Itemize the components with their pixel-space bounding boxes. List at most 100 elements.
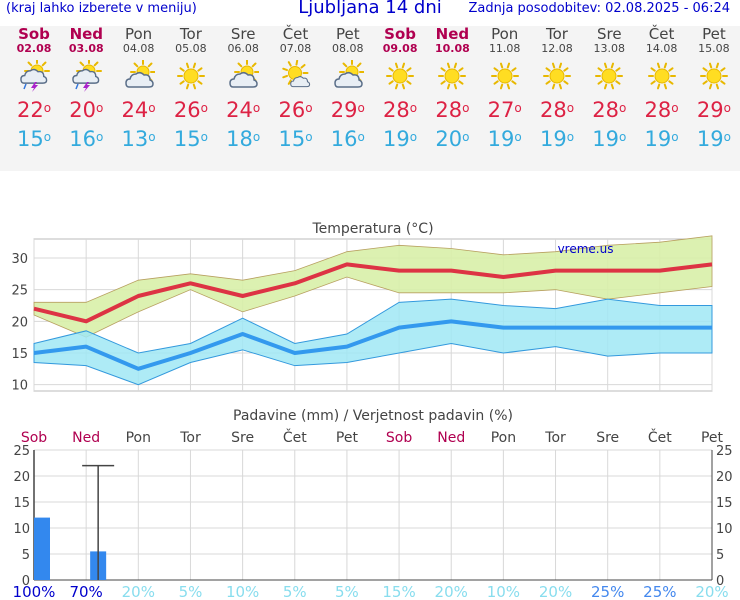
- max-temperature-value: 27: [487, 98, 515, 122]
- min-temperature-value: 15: [278, 127, 306, 151]
- day-date: 05.08: [175, 42, 207, 55]
- last-updated: Zadnja posodobitev: 02.08.2025 - 06:24: [468, 1, 730, 16]
- day-axis-label: Pon: [491, 430, 516, 446]
- max-temperature-value: 22: [16, 98, 44, 122]
- min-temperature-value: 15: [16, 127, 44, 151]
- min-temperature-value: 19: [539, 127, 567, 151]
- degree-sign: o: [148, 130, 156, 144]
- precipitation-probability-label: 10%: [487, 583, 520, 600]
- y-tick-label-left: 25: [13, 444, 30, 459]
- forecast-day: Tor 12.08 28o 19o: [531, 25, 583, 152]
- max-temperature-value: 26: [278, 98, 306, 122]
- forecast-day: Sob 02.08 22o 15o: [8, 25, 60, 152]
- min-temperature-value: 18: [226, 127, 253, 151]
- degree-sign: o: [409, 101, 418, 115]
- forecast-day: Čet 07.08 26o 15o: [270, 26, 322, 152]
- max-temperature: 27o: [479, 98, 531, 122]
- day-name: Čet: [648, 25, 675, 43]
- min-temperature-range-band: [33, 298, 713, 386]
- y-tick-label-left: 10: [13, 522, 30, 537]
- forecast-day: Pet 08.08 29o 16o: [322, 26, 374, 152]
- min-temperature: 15o: [270, 127, 322, 151]
- daily-forecast-strip: Sob 02.08 22o 15o Ned 03.08 20o 16o Pon 04.08 24o 1…: [0, 26, 740, 171]
- degree-sign: o: [43, 101, 52, 115]
- sun-icon: [490, 62, 519, 90]
- max-temperature: 28o: [583, 98, 635, 122]
- min-temperature: 19o: [583, 127, 635, 151]
- min-temperature: 15o: [8, 127, 60, 151]
- degree-sign: o: [514, 130, 522, 144]
- degree-sign: o: [671, 101, 679, 115]
- degree-sign: o: [514, 101, 522, 115]
- day-name: Tor: [546, 25, 568, 43]
- watermark-label: vreme.us: [558, 242, 614, 256]
- forecast-day: Pet 15.08 29o 19o: [688, 25, 740, 152]
- y-tick-label-left: 0: [22, 574, 30, 589]
- day-axis-label: Ned: [72, 430, 100, 446]
- sun-cloud-storm-icon: [72, 60, 103, 92]
- precipitation-probability-label: 5%: [283, 583, 307, 600]
- max-temperature: 28o: [374, 98, 426, 122]
- max-temperature-line: [33, 262, 713, 324]
- precipitation-probability-label: 20%: [539, 583, 572, 600]
- degree-sign: o: [723, 101, 731, 115]
- sun-icon: [647, 62, 676, 90]
- precipitation-chart: Padavine (mm) / Verjetnost padavin (%) So…: [13, 408, 733, 600]
- min-temperature-value: 15: [173, 127, 201, 151]
- day-name: Pet: [702, 25, 726, 43]
- day-axis-label: Pon: [126, 430, 151, 446]
- y-tick-label-left: 15: [13, 496, 30, 511]
- sun-cloud-icon: [334, 60, 364, 88]
- forecast-day: Ned 03.08 20o 16o: [60, 26, 112, 152]
- precipitation-probability-label: 5%: [179, 583, 203, 600]
- day-name: Sob: [384, 25, 417, 43]
- max-temperature-value: 28: [383, 98, 410, 122]
- sun-icon: [176, 62, 205, 90]
- min-temperature: 13o: [113, 127, 165, 151]
- max-temperature-range-band: [33, 235, 713, 338]
- degree-sign: o: [566, 101, 575, 115]
- day-name: Sob: [18, 25, 50, 43]
- day-name: Tor: [179, 25, 202, 43]
- forecast-day: Ned 10.08 28o 20o: [426, 26, 478, 152]
- max-temperature: 24o: [217, 98, 269, 122]
- min-temperature: 19o: [636, 127, 688, 151]
- max-temperature: 29o: [322, 98, 374, 122]
- precipitation-chart-title: Padavine (mm) / Verjetnost padavin (%): [233, 408, 513, 424]
- day-date: 08.08: [332, 42, 364, 55]
- max-temperature: 24o: [113, 98, 165, 122]
- degree-sign: o: [618, 101, 627, 115]
- day-axis-label: Čet: [648, 428, 672, 446]
- max-temperature-value: 28: [592, 98, 619, 122]
- y-tick-label: 15: [11, 347, 28, 362]
- max-temperature-value: 26: [173, 98, 201, 122]
- degree-sign: o: [305, 101, 313, 115]
- min-temperature-value: 13: [121, 127, 149, 151]
- day-name: Sre: [597, 25, 622, 43]
- menu-hint-link[interactable]: (kraj lahko izberete v meniju): [6, 1, 197, 16]
- min-temperature: 19o: [479, 127, 531, 151]
- day-date: 10.08: [434, 42, 470, 55]
- day-axis-label: Tor: [544, 430, 566, 446]
- degree-sign: o: [95, 130, 104, 144]
- max-temperature-value: 20: [69, 98, 96, 122]
- max-temperature: 29o: [688, 98, 740, 122]
- max-temperature-value: 28: [435, 98, 463, 122]
- max-temperature-value: 24: [226, 98, 253, 122]
- y-tick-label-right: 10: [716, 522, 733, 537]
- day-date: 07.08: [279, 42, 312, 55]
- forecast-day: Sob 09.08 28o 19o: [374, 25, 426, 152]
- day-date: 14.08: [645, 42, 678, 55]
- min-temperature-value: 19: [592, 127, 619, 151]
- max-temperature: 28o: [426, 98, 478, 122]
- min-temperature-value: 20: [435, 127, 463, 151]
- y-tick-label-left: 20: [13, 470, 30, 485]
- y-tick-label-left: 5: [22, 548, 30, 563]
- precipitation-probability-label: 25%: [643, 583, 676, 600]
- y-tick-label-right: 0: [716, 574, 724, 589]
- min-temperature-value: 19: [487, 127, 515, 151]
- max-temperature-value: 29: [696, 98, 724, 122]
- min-temperature-value: 19: [644, 127, 672, 151]
- temperature-chart: Temperatura (°C) 10 15 20 25 30 vreme.us: [11, 221, 713, 394]
- degree-sign: o: [200, 130, 208, 144]
